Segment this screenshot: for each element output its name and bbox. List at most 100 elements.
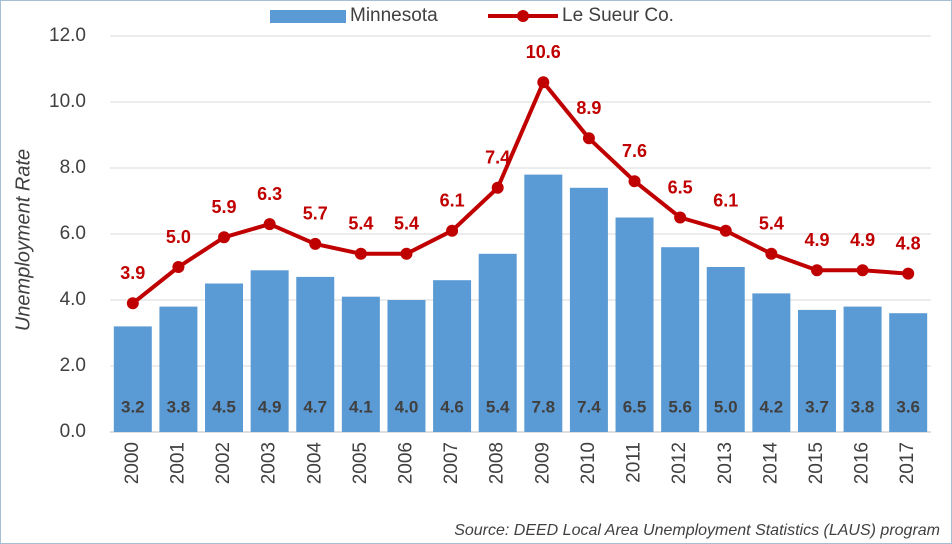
bar-value-label: 4.5 xyxy=(212,397,236,416)
line-value-label: 6.1 xyxy=(440,190,465,210)
y-tick-label: 10.0 xyxy=(49,91,86,112)
line-marker xyxy=(902,267,915,280)
bar xyxy=(113,326,152,432)
x-tick-label: 2003 xyxy=(259,442,280,484)
bar xyxy=(341,296,380,432)
line-value-label: 4.9 xyxy=(850,230,875,250)
bar xyxy=(661,247,700,432)
line-value-label: 5.7 xyxy=(303,204,328,224)
bar xyxy=(296,276,335,432)
line-value-label: 4.8 xyxy=(896,233,921,253)
line-marker xyxy=(719,224,732,237)
y-axis-label: Unemployment Rate xyxy=(12,149,34,331)
x-tick-label: 2017 xyxy=(897,442,918,484)
x-tick-label: 2012 xyxy=(669,442,690,484)
y-tick-label: 6.0 xyxy=(60,223,86,244)
line-value-label: 6.3 xyxy=(257,184,282,204)
x-tick-label: 2002 xyxy=(213,442,234,484)
line-value-label: 4.9 xyxy=(804,230,829,250)
bar xyxy=(205,283,244,432)
bar-value-label: 5.4 xyxy=(486,397,510,416)
line-marker xyxy=(400,247,413,260)
bar-value-label: 3.2 xyxy=(121,397,145,416)
line-marker xyxy=(856,264,869,277)
bar xyxy=(478,253,517,432)
legend-marker xyxy=(517,10,529,22)
bar-value-label: 6.5 xyxy=(623,397,647,416)
x-tick-label: 2013 xyxy=(715,442,736,484)
bar-value-label: 7.8 xyxy=(531,397,555,416)
line-value-label: 3.9 xyxy=(120,263,145,283)
line-marker xyxy=(674,211,687,224)
y-tick-label: 4.0 xyxy=(60,289,86,310)
bar-value-label: 4.7 xyxy=(303,397,327,416)
bar xyxy=(250,270,289,432)
line-value-label: 5.9 xyxy=(212,197,237,217)
line-marker xyxy=(309,237,322,250)
y-tick-label: 8.0 xyxy=(60,157,86,178)
y-tick-label: 0.0 xyxy=(60,421,86,442)
x-tick-label: 2006 xyxy=(395,442,416,484)
line-value-label: 7.6 xyxy=(622,141,647,161)
line-marker xyxy=(491,181,504,194)
x-tick-label: 2010 xyxy=(578,442,599,484)
line-value-label: 7.4 xyxy=(485,148,510,168)
bar-value-label: 3.8 xyxy=(167,397,191,416)
y-tick-label: 2.0 xyxy=(60,355,86,376)
line-marker xyxy=(218,231,231,244)
bar-value-label: 5.6 xyxy=(668,397,692,416)
x-tick-label: 2011 xyxy=(624,442,645,483)
line-marker xyxy=(446,224,459,237)
line-value-label: 5.4 xyxy=(394,214,419,234)
bar-value-label: 3.8 xyxy=(851,397,875,416)
bar xyxy=(433,280,472,432)
bar-value-label: 4.6 xyxy=(440,397,464,416)
line-value-label: 5.4 xyxy=(348,214,373,234)
bar xyxy=(843,306,882,432)
line-marker xyxy=(765,247,778,260)
line-marker xyxy=(263,218,276,231)
bar-value-label: 4.9 xyxy=(258,397,282,416)
bar xyxy=(706,267,745,432)
bar-value-label: 3.7 xyxy=(805,397,829,416)
line-value-label: 10.6 xyxy=(526,42,561,62)
line-value-label: 6.5 xyxy=(668,177,693,197)
line-marker xyxy=(537,76,550,89)
bar xyxy=(752,293,791,432)
x-tick-label: 2014 xyxy=(760,442,781,485)
bar xyxy=(797,309,836,432)
bar-value-label: 5.0 xyxy=(714,397,738,416)
x-tick-label: 2005 xyxy=(350,442,371,484)
line-value-label: 6.1 xyxy=(713,190,738,210)
bar xyxy=(387,300,426,432)
x-tick-label: 2001 xyxy=(167,442,188,484)
bar-value-label: 7.4 xyxy=(577,397,601,416)
line xyxy=(131,78,909,305)
line-marker xyxy=(582,132,595,145)
bar xyxy=(524,174,563,432)
y-tick-label: 12.0 xyxy=(49,25,86,46)
x-tick-label: 2008 xyxy=(487,442,508,484)
line-marker xyxy=(172,261,185,273)
line-marker xyxy=(628,175,641,188)
x-tick-label: 2016 xyxy=(852,442,873,484)
legend-label: Le Sueur Co. xyxy=(562,5,674,26)
line-marker xyxy=(354,247,367,260)
bar xyxy=(889,313,928,432)
line-value-label: 8.9 xyxy=(576,98,601,118)
line-marker xyxy=(810,264,823,277)
bar-value-label: 3.6 xyxy=(896,397,920,416)
x-tick-label: 2009 xyxy=(532,442,553,484)
line-marker xyxy=(126,297,139,310)
line-value-label: 5.4 xyxy=(759,214,784,234)
source: Source: DEED Local Area Unemployment Sta… xyxy=(454,522,940,539)
x-tick-label: 2000 xyxy=(122,442,143,484)
legend-swatch xyxy=(270,10,346,23)
line-value-label: 5.0 xyxy=(166,227,191,247)
bar-value-label: 4.2 xyxy=(760,397,784,416)
bar xyxy=(569,187,608,432)
bar xyxy=(615,217,654,432)
bar-value-label: 4.0 xyxy=(395,397,419,416)
